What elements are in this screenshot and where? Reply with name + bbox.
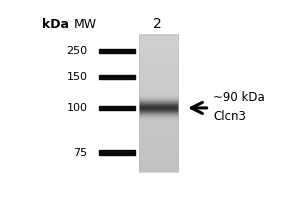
Text: 250: 250 xyxy=(66,46,88,56)
Bar xyxy=(139,35,178,172)
Text: 150: 150 xyxy=(67,72,88,82)
Text: ~90 kDa: ~90 kDa xyxy=(213,91,265,104)
Bar xyxy=(99,150,135,155)
Text: 2: 2 xyxy=(153,17,162,31)
Bar xyxy=(99,75,135,79)
Text: kDa: kDa xyxy=(42,18,69,31)
Text: MW: MW xyxy=(74,18,97,31)
Bar xyxy=(99,106,135,110)
Text: Clcn3: Clcn3 xyxy=(213,110,246,123)
Text: 75: 75 xyxy=(74,148,88,158)
Bar xyxy=(99,49,135,53)
Text: 100: 100 xyxy=(67,103,88,113)
